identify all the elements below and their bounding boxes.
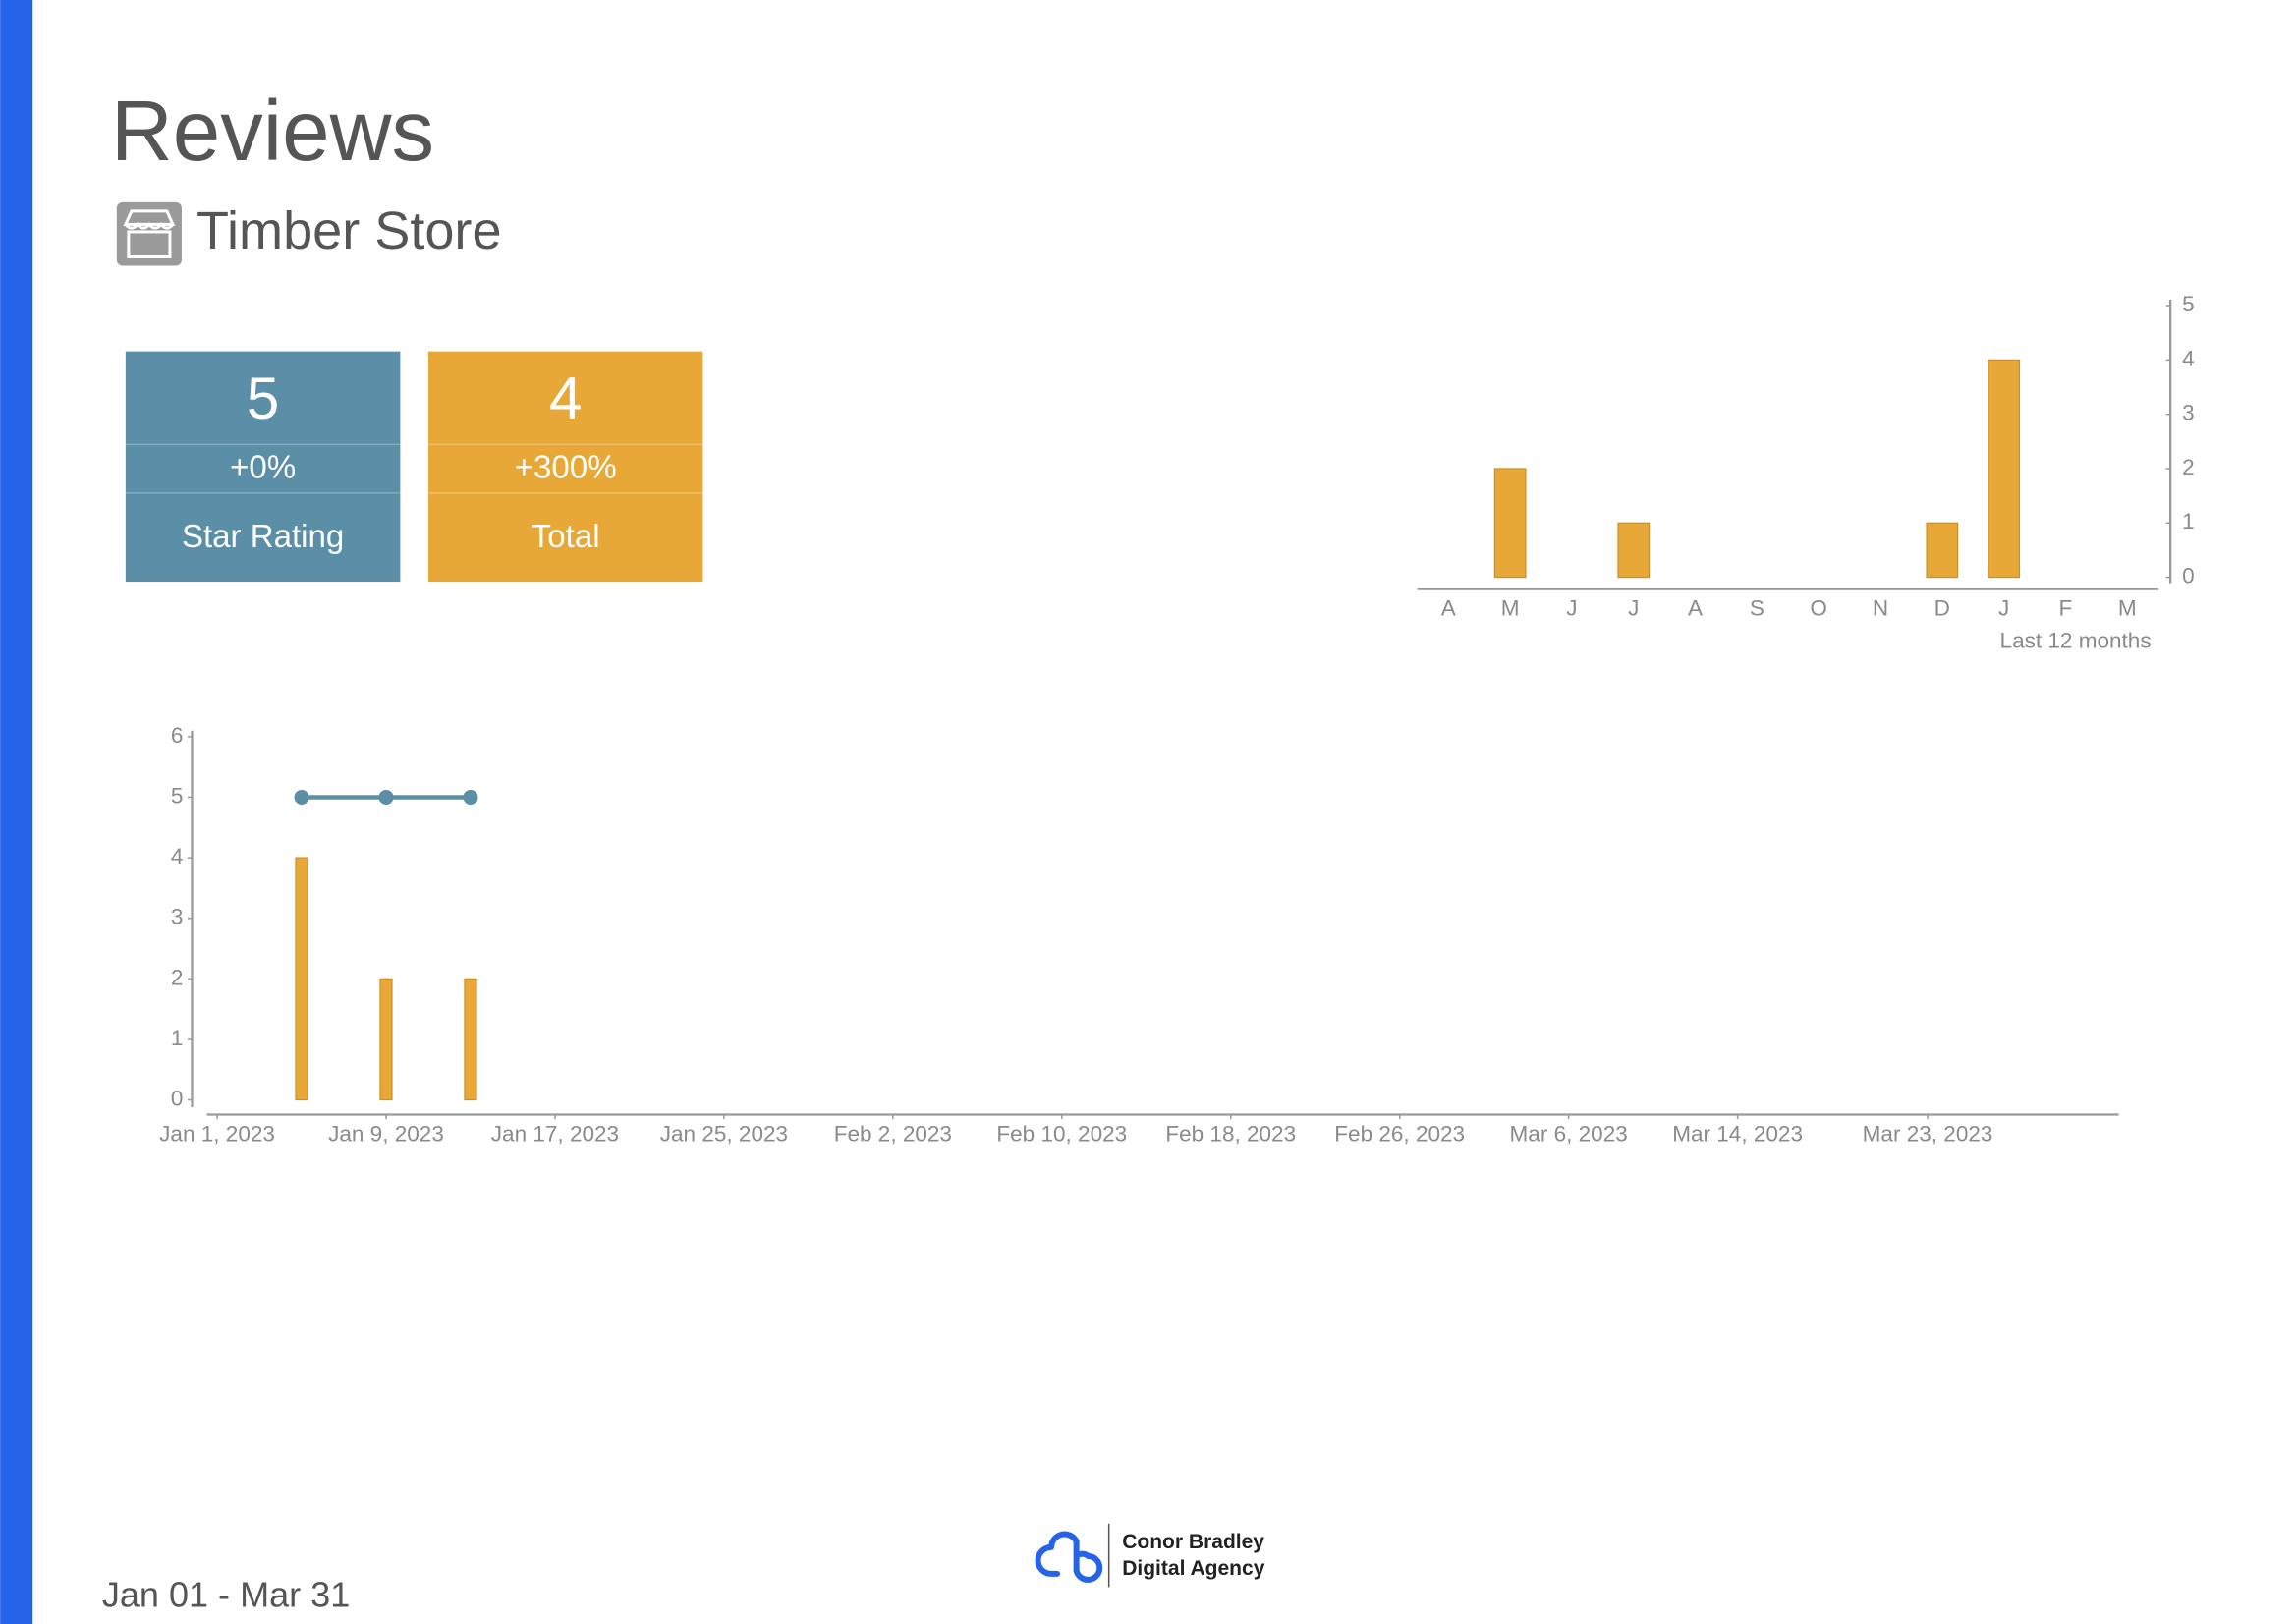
y-tick-label: 3 — [171, 905, 184, 929]
y-tick-label: 2 — [2182, 455, 2195, 479]
bar — [464, 978, 477, 1101]
bar — [295, 857, 308, 1101]
x-tick-label: M — [2118, 596, 2137, 621]
bar — [1988, 359, 2021, 579]
x-tick-label: Mar 6, 2023 — [1510, 1122, 1628, 1147]
x-axis-label: Last 12 months — [2000, 629, 2152, 653]
y-tick-label: 0 — [171, 1086, 184, 1110]
y-tick-label: 6 — [171, 723, 184, 748]
kpi-change: +0% — [230, 450, 296, 486]
brand-logo: Conor Bradley Digital Agency — [1035, 1523, 1265, 1588]
bar — [1617, 522, 1651, 579]
bar — [1493, 468, 1527, 579]
kpi-card — [427, 351, 703, 583]
brand-name: Conor Bradley — [1122, 1531, 1264, 1553]
x-tick-label: A — [1688, 596, 1703, 621]
bar — [1926, 522, 1959, 579]
x-tick-label: Feb 10, 2023 — [996, 1122, 1127, 1147]
charts: 0 1 2 3 4 5 A M J J A S O N D J F M Last 12 months 0 1 2 3 4 5 6 J… — [159, 292, 2195, 1147]
kpi-card — [125, 351, 401, 583]
y-tick-label: 3 — [2182, 401, 2195, 425]
y-tick-label: 5 — [171, 783, 184, 808]
line-marker — [378, 789, 394, 805]
x-tick-label: J — [1566, 596, 1577, 621]
bar — [379, 978, 393, 1101]
x-tick-label: Feb 26, 2023 — [1334, 1122, 1465, 1147]
side-accent — [0, 0, 33, 1624]
x-tick-label: A — [1441, 596, 1456, 621]
x-tick-label: Mar 14, 2023 — [1672, 1122, 1803, 1147]
y-tick-label: 4 — [2182, 346, 2195, 370]
x-tick-label: S — [1750, 596, 1764, 621]
kpi-change: +300% — [515, 450, 617, 486]
store-icon — [116, 201, 182, 266]
x-tick-label: J — [1998, 596, 2009, 621]
y-tick-label: 2 — [171, 965, 184, 989]
x-tick-label: Feb 2, 2023 — [834, 1122, 952, 1147]
x-tick-label: N — [1873, 596, 1888, 621]
store-name: Timber Store — [196, 201, 502, 260]
kpi-cards: 5 +0% Star Rating 4 +300% Total — [125, 351, 703, 583]
line-marker — [463, 789, 478, 805]
y-tick-label: 4 — [171, 844, 184, 868]
y-tick-label: 0 — [2182, 564, 2195, 588]
kpi-label: Star Rating — [182, 519, 344, 555]
date-range: Jan 01 - Mar 31 — [102, 1574, 350, 1614]
y-tick-label: 1 — [171, 1026, 184, 1050]
x-tick-label: Jan 17, 2023 — [491, 1122, 619, 1147]
kpi-label: Total — [532, 519, 600, 555]
x-tick-label: Feb 18, 2023 — [1165, 1122, 1296, 1147]
x-tick-label: Mar 23, 2023 — [1863, 1122, 1993, 1147]
y-tick-label: 1 — [2182, 509, 2195, 533]
x-tick-label: O — [1810, 596, 1827, 621]
kpi-value: 5 — [247, 365, 279, 431]
page-title: Reviews — [111, 84, 434, 179]
x-tick-label: Jan 25, 2023 — [660, 1122, 788, 1147]
line-marker — [294, 789, 309, 805]
brand-tagline: Digital Agency — [1122, 1557, 1265, 1580]
kpi-value: 4 — [549, 365, 582, 431]
x-tick-label: M — [1501, 596, 1520, 621]
x-tick-label: F — [2059, 596, 2073, 621]
y-tick-label: 5 — [2182, 292, 2195, 316]
x-tick-label: Jan 1, 2023 — [159, 1122, 275, 1147]
x-tick-label: J — [1628, 596, 1639, 621]
x-tick-label: Jan 9, 2023 — [328, 1122, 444, 1147]
x-tick-label: D — [1934, 596, 1950, 621]
